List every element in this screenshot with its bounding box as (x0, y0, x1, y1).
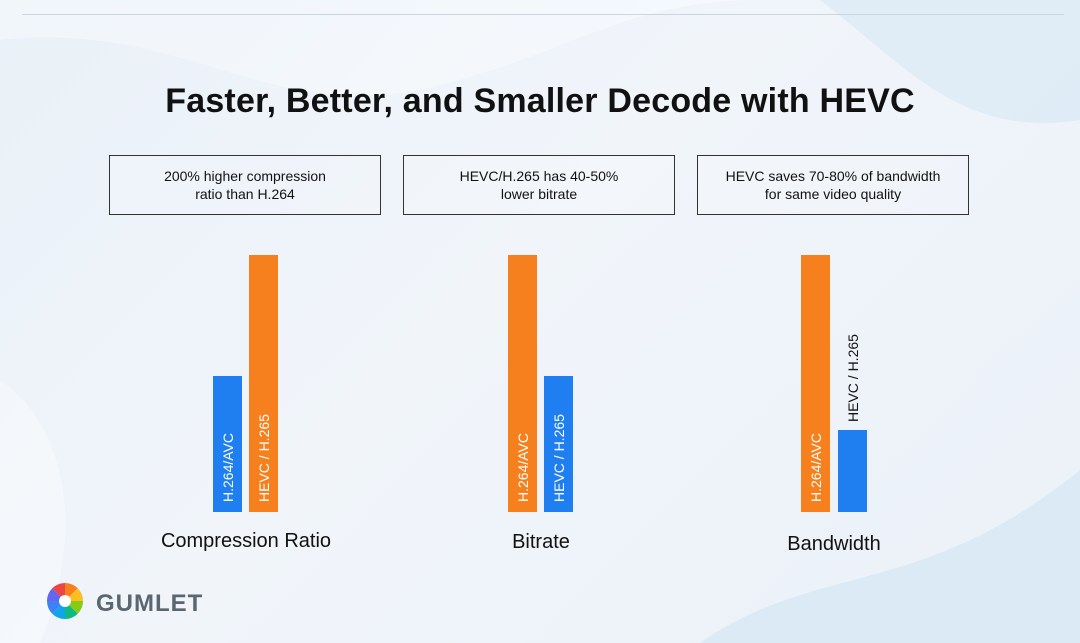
note-text: 200% higher compression ratio than H.264 (164, 168, 326, 202)
bar-label: H.264/AVC (515, 433, 531, 502)
note-box: 200% higher compression ratio than H.264 (109, 155, 381, 215)
bar (801, 255, 830, 512)
top-divider (22, 14, 1064, 15)
category-label: Compression Ratio (160, 530, 332, 552)
chart-title: Faster, Better, and Smaller Decode with … (165, 82, 915, 120)
bar (508, 255, 537, 512)
bar (213, 376, 242, 512)
bar-label: HEVC / H.265 (551, 414, 567, 502)
bar (838, 430, 867, 512)
note-box: HEVC saves 70-80% of bandwidth for same … (697, 155, 969, 215)
bar-label: H.264/AVC (220, 433, 236, 502)
note-text: HEVC saves 70-80% of bandwidth for same … (725, 168, 941, 202)
bar-label: HEVC / H.265 (845, 334, 861, 422)
category-label: Bandwidth (787, 533, 881, 555)
gumlet-logo-icon (47, 583, 83, 619)
category-label: Bitrate (512, 531, 570, 553)
bar (249, 255, 278, 512)
brand-name: GUMLET (96, 590, 204, 617)
bar (544, 376, 573, 512)
bar-label: HEVC / H.265 (256, 414, 272, 502)
note-text: HEVC/H.265 has 40-50% lower bitrate (459, 168, 619, 202)
note-box: HEVC/H.265 has 40-50% lower bitrate (403, 155, 675, 215)
bar-label: H.264/AVC (808, 433, 824, 502)
